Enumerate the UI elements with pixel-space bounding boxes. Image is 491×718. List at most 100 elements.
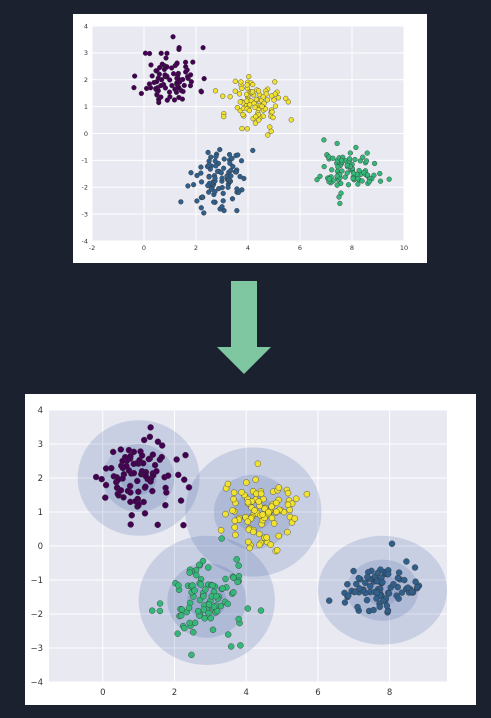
scatter-point-blue bbox=[414, 583, 421, 591]
scatter-point-green bbox=[209, 626, 217, 633]
scatter-point-yellow bbox=[244, 518, 251, 525]
scatter-point-green bbox=[334, 182, 340, 188]
scatter-point-green bbox=[355, 176, 361, 182]
scatter-point-purple bbox=[158, 453, 165, 461]
y-tick-label: 3 bbox=[84, 49, 88, 57]
scatter-point-blue bbox=[230, 163, 236, 170]
scatter-point-purple bbox=[153, 468, 160, 475]
scatter-point-purple bbox=[182, 451, 189, 459]
y-tick-label: -2 bbox=[82, 184, 88, 192]
scatter-point-green bbox=[181, 624, 188, 632]
scatter-point-blue bbox=[411, 564, 419, 571]
scatter-point-green bbox=[177, 612, 185, 619]
scatter-point-blue bbox=[363, 596, 371, 604]
scatter-point-green bbox=[359, 178, 365, 184]
scatter-point-green bbox=[326, 176, 332, 182]
scatter-point-purple bbox=[171, 97, 178, 103]
scatter-point-purple bbox=[154, 521, 161, 529]
scatter-point-purple bbox=[164, 64, 170, 70]
scatter-point-blue bbox=[228, 167, 234, 174]
scatter-point-blue bbox=[220, 198, 226, 204]
scatter-point-purple bbox=[198, 89, 205, 95]
scatter-point-green bbox=[335, 164, 341, 170]
scatter-point-blue bbox=[188, 170, 194, 176]
scatter-point-purple bbox=[154, 438, 162, 445]
scatter-point-purple bbox=[149, 487, 156, 495]
scatter-point-blue bbox=[225, 184, 231, 190]
scatter-point-blue bbox=[211, 199, 217, 205]
scatter-point-purple bbox=[187, 72, 194, 78]
scatter-point-green bbox=[363, 158, 370, 164]
scatter-point-green bbox=[218, 535, 225, 542]
scatter-point-purple bbox=[130, 460, 137, 468]
down-arrow-icon bbox=[217, 281, 271, 374]
scatter-point-green bbox=[334, 140, 340, 147]
scatter-point-blue bbox=[194, 198, 200, 204]
scatter-point-purple bbox=[183, 69, 189, 75]
scatter-point-purple bbox=[92, 473, 100, 481]
scatter-point-yellow bbox=[260, 94, 266, 100]
scatter-point-blue bbox=[398, 589, 406, 596]
scatter-point-yellow bbox=[255, 88, 262, 94]
scatter-point-green bbox=[321, 164, 327, 170]
y-tick-label: −4 bbox=[30, 678, 43, 688]
scatter-point-purple bbox=[169, 65, 175, 71]
scatter-point-green bbox=[209, 582, 216, 589]
scatter-point-yellow bbox=[246, 73, 252, 80]
scatter-point-yellow bbox=[254, 460, 262, 467]
scatter-point-yellow bbox=[284, 528, 291, 536]
y-tick-label: −2 bbox=[30, 610, 43, 620]
scatter-point-green bbox=[200, 593, 207, 600]
scatter-point-green bbox=[205, 609, 212, 617]
scatter-point-purple bbox=[175, 85, 181, 91]
scatter-point-purple bbox=[130, 469, 138, 477]
scatter-point-blue bbox=[238, 158, 245, 164]
scatter-point-green bbox=[344, 170, 350, 176]
scatter-point-green bbox=[257, 607, 265, 614]
scatter-point-yellow bbox=[217, 527, 225, 534]
scatter-point-yellow bbox=[269, 109, 275, 115]
y-tick-label: -3 bbox=[82, 210, 88, 218]
scatter-point-green bbox=[345, 182, 352, 188]
scatter-point-purple bbox=[162, 501, 169, 509]
scatter-point-yellow bbox=[246, 544, 253, 552]
scatter-point-blue bbox=[376, 603, 383, 611]
scatter-point-green bbox=[344, 162, 350, 168]
scatter-point-blue bbox=[227, 160, 233, 166]
scatter-point-yellow bbox=[249, 89, 256, 95]
scatter-point-yellow bbox=[230, 495, 237, 503]
scatter-point-green bbox=[191, 619, 199, 626]
scatter-point-blue bbox=[412, 578, 419, 585]
scatter-point-yellow bbox=[227, 94, 233, 100]
scatter-point-blue bbox=[370, 606, 377, 614]
x-tick-label: 2 bbox=[194, 244, 198, 252]
scatter-point-purple bbox=[102, 494, 109, 501]
scatter-point-blue bbox=[213, 163, 219, 169]
scatter-point-purple bbox=[140, 436, 148, 444]
scatter-point-yellow bbox=[256, 117, 262, 123]
scatter-point-purple bbox=[135, 488, 142, 495]
scatter-point-purple bbox=[170, 34, 176, 40]
scatter-point-blue bbox=[250, 147, 256, 154]
scatter-point-yellow bbox=[239, 125, 245, 132]
scatter-point-green bbox=[188, 651, 195, 659]
scatter-point-purple bbox=[174, 80, 180, 86]
scatter-point-yellow bbox=[268, 128, 274, 134]
scatter-point-yellow bbox=[250, 528, 257, 536]
scatter-point-green bbox=[364, 150, 370, 156]
scatter-point-blue bbox=[229, 155, 235, 162]
bottom-gmm-chart: 0 2 4 6 8 4 3 2 1 0 −1 −2 −3 −4 bbox=[30, 406, 448, 698]
scatter-point-yellow bbox=[284, 501, 292, 508]
scatter-point-yellow bbox=[284, 489, 292, 497]
scatter-point-green bbox=[361, 169, 367, 176]
scatter-point-purple bbox=[177, 497, 185, 504]
scatter-point-purple bbox=[146, 81, 153, 87]
scatter-point-yellow bbox=[245, 538, 252, 546]
scatter-point-purple bbox=[158, 83, 164, 89]
scatter-point-blue bbox=[383, 602, 391, 609]
scatter-point-yellow bbox=[220, 93, 226, 99]
scatter-point-yellow bbox=[275, 95, 282, 101]
scatter-point-green bbox=[357, 158, 363, 164]
scatter-point-purple bbox=[164, 50, 170, 56]
